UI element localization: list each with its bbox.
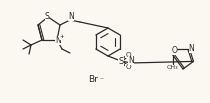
Text: O: O xyxy=(125,52,131,58)
Text: +: + xyxy=(60,35,64,39)
Text: N: N xyxy=(189,44,194,53)
Text: ⁻: ⁻ xyxy=(99,75,103,84)
Text: H: H xyxy=(69,12,73,18)
Text: CH₃: CH₃ xyxy=(167,65,178,70)
Text: N: N xyxy=(128,56,134,65)
Text: O: O xyxy=(172,46,177,55)
Text: N: N xyxy=(55,36,61,44)
Text: S: S xyxy=(45,12,49,20)
Text: N: N xyxy=(68,12,74,21)
Text: Br: Br xyxy=(88,75,98,84)
Text: O: O xyxy=(125,64,131,70)
Text: S: S xyxy=(118,57,124,66)
Text: H: H xyxy=(129,57,134,61)
